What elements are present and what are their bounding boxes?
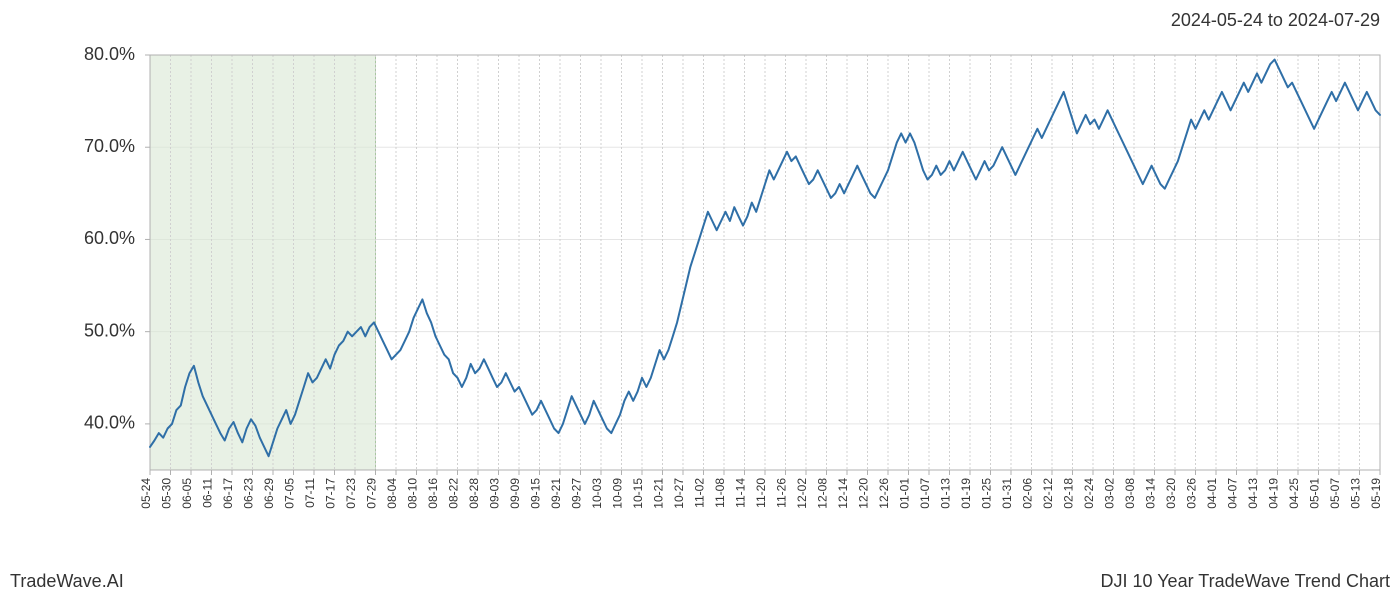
x-tick-label: 05-30	[160, 478, 174, 509]
x-tick-label: 04-25	[1287, 478, 1301, 509]
y-tick-label: 70.0%	[84, 136, 135, 156]
x-tick-label: 02-12	[1041, 478, 1055, 509]
x-tick-label: 06-05	[180, 478, 194, 509]
x-tick-label: 05-13	[1349, 478, 1363, 509]
x-tick-label: 03-02	[1103, 478, 1117, 509]
x-tick-label: 06-11	[201, 478, 215, 508]
y-tick-label: 60.0%	[84, 228, 135, 248]
x-tick-label: 07-11	[303, 478, 317, 508]
x-tick-label: 10-15	[631, 478, 645, 509]
x-tick-label: 11-02	[693, 478, 707, 508]
x-tick-label: 08-16	[426, 478, 440, 509]
x-tick-label: 12-14	[836, 478, 850, 509]
x-tick-label: 02-18	[1062, 478, 1076, 509]
x-tick-label: 11-20	[754, 478, 768, 508]
x-tick-label: 10-03	[590, 478, 604, 509]
x-tick-label: 01-13	[939, 478, 953, 509]
x-tick-label: 04-01	[1205, 478, 1219, 509]
x-tick-label: 01-19	[959, 478, 973, 509]
x-tick-label: 12-02	[795, 478, 809, 509]
x-tick-label: 07-17	[324, 478, 338, 509]
x-tick-label: 03-20	[1164, 478, 1178, 509]
x-tick-label: 07-29	[365, 478, 379, 509]
x-tick-label: 12-20	[857, 478, 871, 509]
x-tick-label: 07-23	[344, 478, 358, 509]
trend-chart: 40.0% 50.0% 60.0% 70.0% 80.0% 05-24 05-30 06-05…	[0, 40, 1400, 560]
x-tick-label: 10-27	[672, 478, 686, 509]
x-tick-label: 01-25	[980, 478, 994, 509]
x-tick-label: 05-19	[1369, 478, 1383, 509]
x-tick-label: 08-28	[467, 478, 481, 509]
y-tick-label: 50.0%	[84, 320, 135, 340]
x-tick-label: 03-26	[1185, 478, 1199, 509]
x-tick-label: 11-14	[734, 478, 748, 508]
date-range-label: 2024-05-24 to 2024-07-29	[1171, 10, 1380, 31]
x-tick-label: 09-03	[488, 478, 502, 509]
x-tick-label: 12-26	[877, 478, 891, 509]
x-tick-label: 08-10	[406, 478, 420, 509]
x-tick-label: 04-13	[1246, 478, 1260, 509]
x-tick-label: 02-06	[1021, 478, 1035, 509]
y-tick-label: 80.0%	[84, 44, 135, 64]
x-tick-label: 08-22	[447, 478, 461, 509]
brand-label: TradeWave.AI	[10, 571, 124, 592]
x-tick-label: 06-29	[262, 478, 276, 509]
x-tick-label: 05-24	[139, 478, 153, 509]
x-tick-label: 06-17	[221, 478, 235, 509]
x-tick-label: 01-31	[1000, 478, 1014, 509]
x-tick-label: 09-15	[529, 478, 543, 509]
x-tick-label: 09-27	[570, 478, 584, 509]
x-tick-label: 04-07	[1226, 478, 1240, 509]
x-tick-label: 11-08	[713, 478, 727, 508]
x-tick-label: 09-21	[549, 478, 563, 509]
x-tick-label: 01-01	[898, 478, 912, 509]
x-tick-label: 12-08	[816, 478, 830, 509]
x-tick-label: 05-07	[1328, 478, 1342, 509]
x-tick-label: 06-23	[242, 478, 256, 509]
x-tick-label: 11-26	[775, 478, 789, 508]
x-tick-label: 09-09	[508, 478, 522, 509]
chart-title: DJI 10 Year TradeWave Trend Chart	[1101, 571, 1391, 592]
x-tick-label: 02-24	[1082, 478, 1096, 509]
x-tick-label: 04-19	[1267, 478, 1281, 509]
y-tick-label: 40.0%	[84, 413, 135, 433]
x-tick-label: 03-08	[1123, 478, 1137, 509]
x-tick-label: 05-01	[1308, 478, 1322, 509]
x-tick-label: 08-04	[385, 478, 399, 509]
x-tick-label: 03-14	[1144, 478, 1158, 509]
x-tick-label: 01-07	[918, 478, 932, 509]
x-tick-label: 10-21	[652, 478, 666, 509]
x-tick-label: 07-05	[283, 478, 297, 509]
chart-container: 40.0% 50.0% 60.0% 70.0% 80.0% 05-24 05-30 06-05…	[0, 40, 1400, 560]
x-tick-label: 10-09	[611, 478, 625, 509]
